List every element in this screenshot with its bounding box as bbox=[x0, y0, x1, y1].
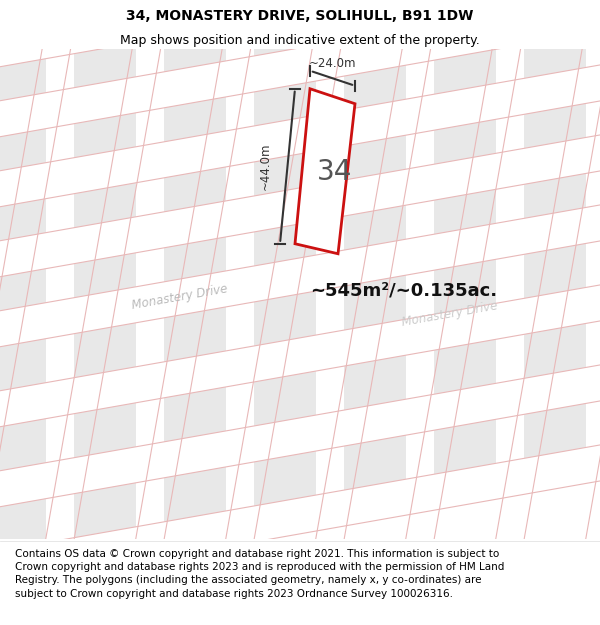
Polygon shape bbox=[524, 33, 586, 78]
Polygon shape bbox=[0, 199, 46, 244]
Polygon shape bbox=[434, 259, 496, 314]
Polygon shape bbox=[254, 451, 316, 506]
Polygon shape bbox=[434, 0, 496, 24]
Polygon shape bbox=[524, 0, 586, 8]
Polygon shape bbox=[0, 269, 46, 314]
Polygon shape bbox=[344, 355, 406, 410]
Text: ~44.0m: ~44.0m bbox=[259, 142, 272, 190]
Polygon shape bbox=[0, 129, 46, 174]
Polygon shape bbox=[74, 0, 136, 18]
Polygon shape bbox=[74, 42, 136, 88]
Polygon shape bbox=[524, 403, 586, 458]
Polygon shape bbox=[74, 253, 136, 298]
Text: Monastery Drive: Monastery Drive bbox=[131, 282, 229, 312]
Polygon shape bbox=[344, 435, 406, 490]
Polygon shape bbox=[0, 419, 46, 474]
Polygon shape bbox=[254, 221, 316, 266]
Polygon shape bbox=[74, 482, 136, 538]
Polygon shape bbox=[164, 167, 226, 212]
Polygon shape bbox=[164, 237, 226, 282]
Polygon shape bbox=[254, 11, 316, 56]
Polygon shape bbox=[254, 81, 316, 126]
Polygon shape bbox=[74, 182, 136, 228]
Text: ~24.0m: ~24.0m bbox=[309, 57, 356, 70]
Polygon shape bbox=[524, 323, 586, 378]
Text: Map shows position and indicative extent of the property.: Map shows position and indicative extent… bbox=[120, 34, 480, 47]
Polygon shape bbox=[164, 307, 226, 362]
Text: 34, MONASTERY DRIVE, SOLIHULL, B91 1DW: 34, MONASTERY DRIVE, SOLIHULL, B91 1DW bbox=[127, 9, 473, 23]
Polygon shape bbox=[254, 371, 316, 426]
Polygon shape bbox=[434, 339, 496, 394]
Polygon shape bbox=[344, 275, 406, 330]
Text: Contains OS data © Crown copyright and database right 2021. This information is : Contains OS data © Crown copyright and d… bbox=[15, 549, 505, 599]
Polygon shape bbox=[164, 467, 226, 522]
Polygon shape bbox=[0, 0, 46, 34]
Text: 34: 34 bbox=[317, 159, 352, 186]
Polygon shape bbox=[0, 499, 46, 554]
Polygon shape bbox=[164, 97, 226, 142]
Text: Monastery Drive: Monastery Drive bbox=[401, 299, 499, 329]
Polygon shape bbox=[0, 339, 46, 394]
Polygon shape bbox=[434, 49, 496, 94]
Polygon shape bbox=[164, 387, 226, 442]
Polygon shape bbox=[524, 173, 586, 218]
Polygon shape bbox=[434, 119, 496, 164]
Polygon shape bbox=[344, 0, 406, 40]
Polygon shape bbox=[344, 205, 406, 250]
Polygon shape bbox=[164, 0, 226, 2]
Polygon shape bbox=[434, 419, 496, 474]
Text: ~545m²/~0.135ac.: ~545m²/~0.135ac. bbox=[310, 282, 497, 300]
Polygon shape bbox=[344, 135, 406, 180]
Polygon shape bbox=[0, 59, 46, 104]
Polygon shape bbox=[254, 291, 316, 346]
Polygon shape bbox=[74, 402, 136, 458]
Polygon shape bbox=[524, 103, 586, 148]
Polygon shape bbox=[74, 112, 136, 158]
Polygon shape bbox=[74, 322, 136, 378]
Polygon shape bbox=[254, 151, 316, 196]
Polygon shape bbox=[164, 27, 226, 72]
Polygon shape bbox=[344, 65, 406, 110]
Polygon shape bbox=[524, 243, 586, 298]
Polygon shape bbox=[434, 189, 496, 234]
Polygon shape bbox=[295, 89, 355, 254]
